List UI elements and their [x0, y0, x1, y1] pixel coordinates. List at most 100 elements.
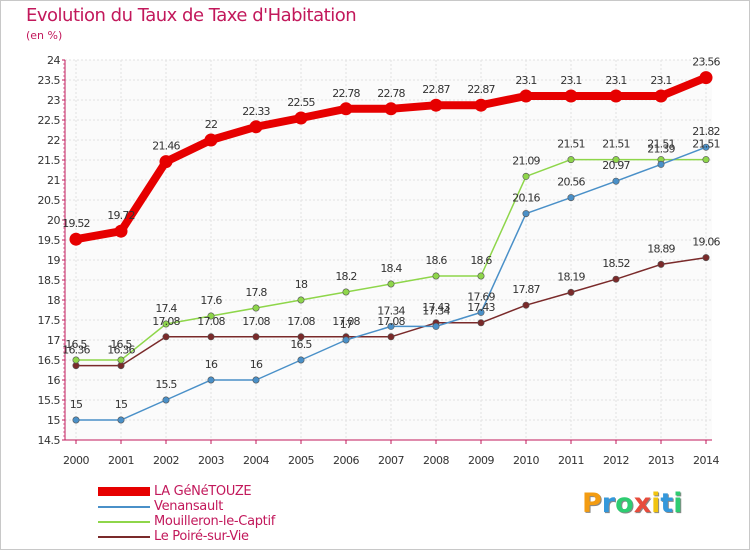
legend-label: LA GéNéTOUZE [154, 484, 252, 499]
x-tick-label: 2006 [333, 454, 359, 467]
data-label: 20.97 [602, 159, 630, 172]
series-point-2 [72, 356, 80, 364]
series-point-2 [432, 272, 440, 280]
series-point-2 [117, 356, 125, 364]
series-point-2 [387, 280, 395, 288]
series-point-3 [702, 254, 710, 262]
data-label: 15 [70, 398, 83, 411]
data-label: 17.08 [152, 315, 180, 328]
data-label: 22.87 [422, 83, 450, 96]
chart-title: Evolution du Taux de Taxe d'Habitation [26, 5, 357, 26]
series-point-1 [162, 396, 170, 404]
series-point-3 [522, 301, 530, 309]
data-label: 22.33 [242, 105, 270, 118]
series-point-2 [207, 312, 215, 320]
logo-letter: P [582, 488, 602, 519]
series-point-1 [252, 376, 260, 384]
series-point-0 [519, 89, 533, 103]
data-label: 17.08 [242, 315, 270, 328]
series-point-0 [339, 102, 353, 116]
series-point-0 [384, 102, 398, 116]
data-label: 22 [205, 118, 217, 131]
series-point-0 [159, 155, 173, 169]
series-point-1 [657, 160, 665, 168]
x-tick-label: 2007 [378, 454, 404, 467]
legend-swatch [98, 535, 150, 538]
y-tick-label: 17.5 [38, 314, 61, 327]
data-label: 22.78 [377, 87, 405, 100]
data-label: 17.8 [245, 286, 267, 299]
logo-letter: t [660, 488, 674, 519]
x-tick-label: 2002 [153, 454, 179, 467]
data-label: 16.5 [65, 338, 87, 351]
y-tick-label: 21 [47, 174, 60, 187]
x-tick-label: 2001 [108, 454, 134, 467]
data-label: 23.1 [515, 74, 536, 87]
series-point-2 [522, 172, 530, 180]
y-tick-label: 20 [47, 214, 60, 227]
y-tick-label: 17 [47, 334, 60, 347]
series-point-3 [207, 333, 215, 341]
data-label: 15.5 [155, 378, 177, 391]
series-point-3 [477, 319, 485, 327]
x-tick-label: 2014 [693, 454, 719, 467]
y-tick-label: 20.5 [38, 194, 61, 207]
series-point-2 [567, 156, 575, 164]
data-label: 18.2 [335, 270, 356, 283]
x-tick-label: 2010 [513, 454, 539, 467]
y-tick-label: 18 [47, 294, 60, 307]
data-label: 17.08 [332, 315, 360, 328]
y-tick-label: 23.5 [38, 74, 61, 87]
series-point-1 [342, 336, 350, 344]
series-point-3 [657, 260, 665, 268]
x-tick-label: 2013 [648, 454, 674, 467]
legend-swatch [98, 505, 150, 508]
y-tick-label: 21.5 [38, 154, 61, 167]
series-point-0 [429, 98, 443, 112]
series-point-2 [297, 296, 305, 304]
series-point-3 [297, 333, 305, 341]
data-label: 17.43 [422, 301, 450, 314]
logo-letter: x [633, 488, 652, 519]
legend-label: Venansault [154, 499, 224, 514]
legend-swatch [98, 520, 150, 523]
legend-item: Mouilleron-le-Captif [98, 514, 275, 529]
data-label: 19.72 [107, 209, 135, 222]
series-point-1 [297, 356, 305, 364]
data-label: 17.6 [200, 294, 222, 307]
series-point-1 [207, 376, 215, 384]
data-label: 17.08 [287, 315, 315, 328]
series-point-3 [162, 333, 170, 341]
series-point-3 [567, 288, 575, 296]
x-tick-label: 2004 [243, 454, 269, 467]
data-label: 18.89 [647, 242, 675, 255]
data-label: 23.1 [650, 74, 671, 87]
series-point-1 [612, 177, 620, 185]
data-label: 23.1 [605, 74, 626, 87]
series-point-0 [249, 120, 263, 134]
y-tick-label: 22 [47, 134, 60, 147]
data-label: 18 [295, 278, 308, 291]
data-label: 18.6 [425, 254, 447, 267]
series-point-1 [702, 143, 710, 151]
series-point-3 [612, 275, 620, 283]
chart-legend: LA GéNéTOUZE Venansault Mouilleron-le-Capt… [98, 484, 275, 544]
series-point-1 [477, 308, 485, 316]
data-label: 19.06 [692, 236, 720, 249]
x-tick-label: 2003 [198, 454, 224, 467]
y-tick-label: 16.5 [38, 354, 61, 367]
data-label: 21.51 [647, 138, 675, 151]
series-point-0 [654, 89, 668, 103]
data-label: 21.39 [647, 142, 675, 155]
series-point-2 [702, 156, 710, 164]
data-label: 16.36 [62, 344, 90, 357]
y-tick-label: 19 [47, 254, 60, 267]
data-label: 18.6 [470, 254, 492, 267]
data-label: 18.52 [602, 257, 630, 270]
y-tick-label: 14.5 [38, 434, 61, 447]
legend-item: LA GéNéTOUZE [98, 484, 275, 499]
chart-unit: (en %) [26, 29, 63, 42]
x-tick-label: 2008 [423, 454, 449, 467]
series-point-2 [612, 156, 620, 164]
